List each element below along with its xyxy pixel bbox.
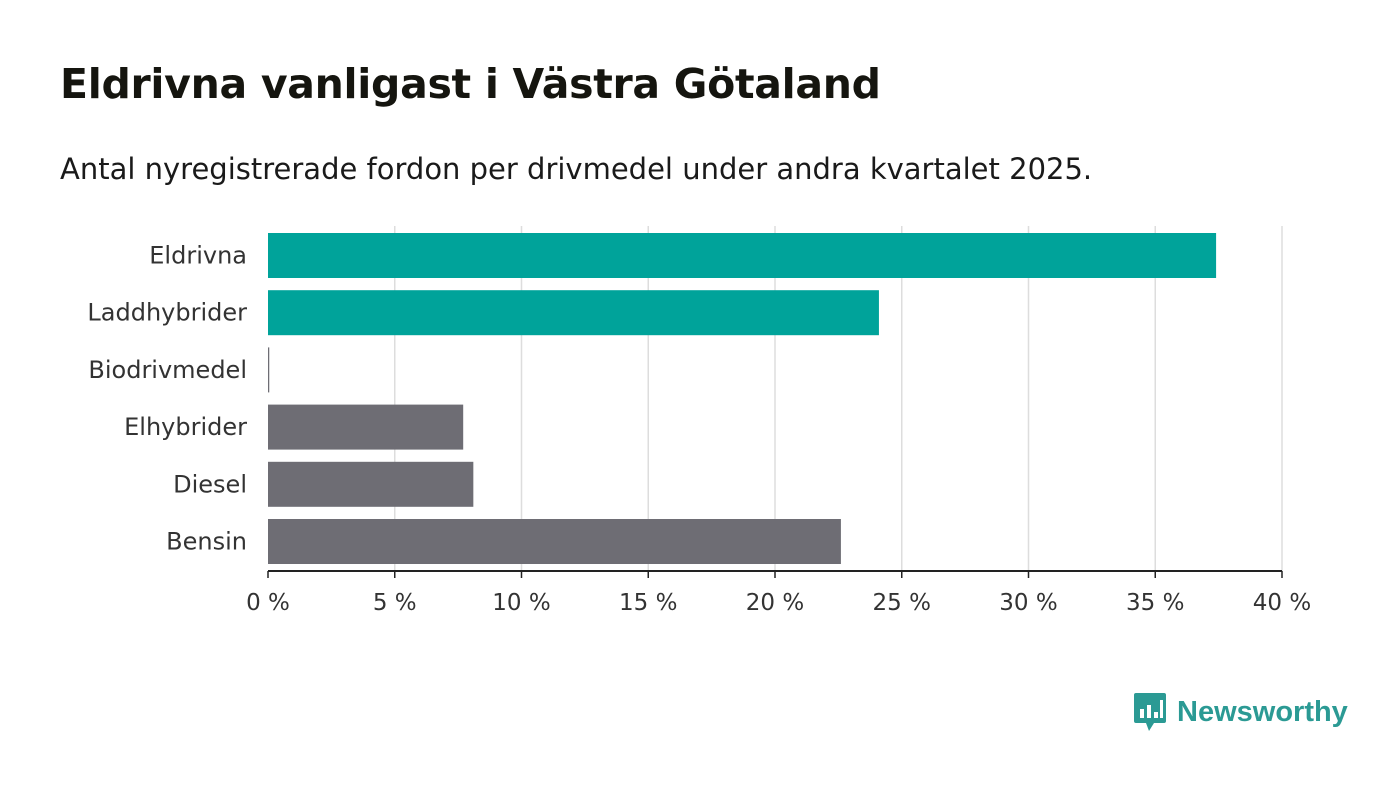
brand-name: Newsworthy [1177, 695, 1348, 728]
grid-lines [394, 226, 1283, 571]
x-tick-label: 20 % [746, 590, 804, 616]
category-label: Diesel [173, 470, 247, 498]
bar-chart-speech-bubble-icon [1134, 693, 1166, 731]
bar [268, 290, 879, 336]
x-tick-label: 35 % [1126, 590, 1184, 616]
x-tick-label: 0 % [246, 590, 290, 616]
x-tick-label: 10 % [492, 590, 550, 616]
x-tick-label: 25 % [873, 590, 931, 616]
bar [268, 461, 474, 507]
chart-subtitle: Antal nyregistrerade fordon per drivmede… [60, 152, 1093, 186]
bar [268, 404, 464, 450]
category-label: Bensin [166, 528, 247, 556]
x-tick-label: 40 % [1253, 590, 1311, 616]
bar [268, 519, 841, 564]
x-tick-label: 30 % [999, 590, 1057, 616]
category-label: Biodrivmedel [88, 356, 247, 384]
category-label: Eldrivna [149, 242, 247, 270]
category-label: Laddhybrider [87, 299, 247, 327]
newsworthy-logo: Newsworthy [1133, 691, 1348, 733]
bars [268, 233, 1217, 564]
chart-title: Eldrivna vanligast i Västra Götaland [60, 60, 881, 108]
x-tick-label: 5 % [373, 590, 417, 616]
x-tick-label: 15 % [619, 590, 677, 616]
category-label: Elhybrider [124, 413, 247, 441]
category-labels: Eldrivna Laddhybrider Biodrivmedel Elhybrid… [87, 242, 247, 556]
bar [268, 347, 270, 393]
x-axis: 0 % 5 % 10 % 15 % 20 % 25 % 30 % 35 % 40 % [246, 570, 1311, 616]
bar [268, 233, 1217, 278]
